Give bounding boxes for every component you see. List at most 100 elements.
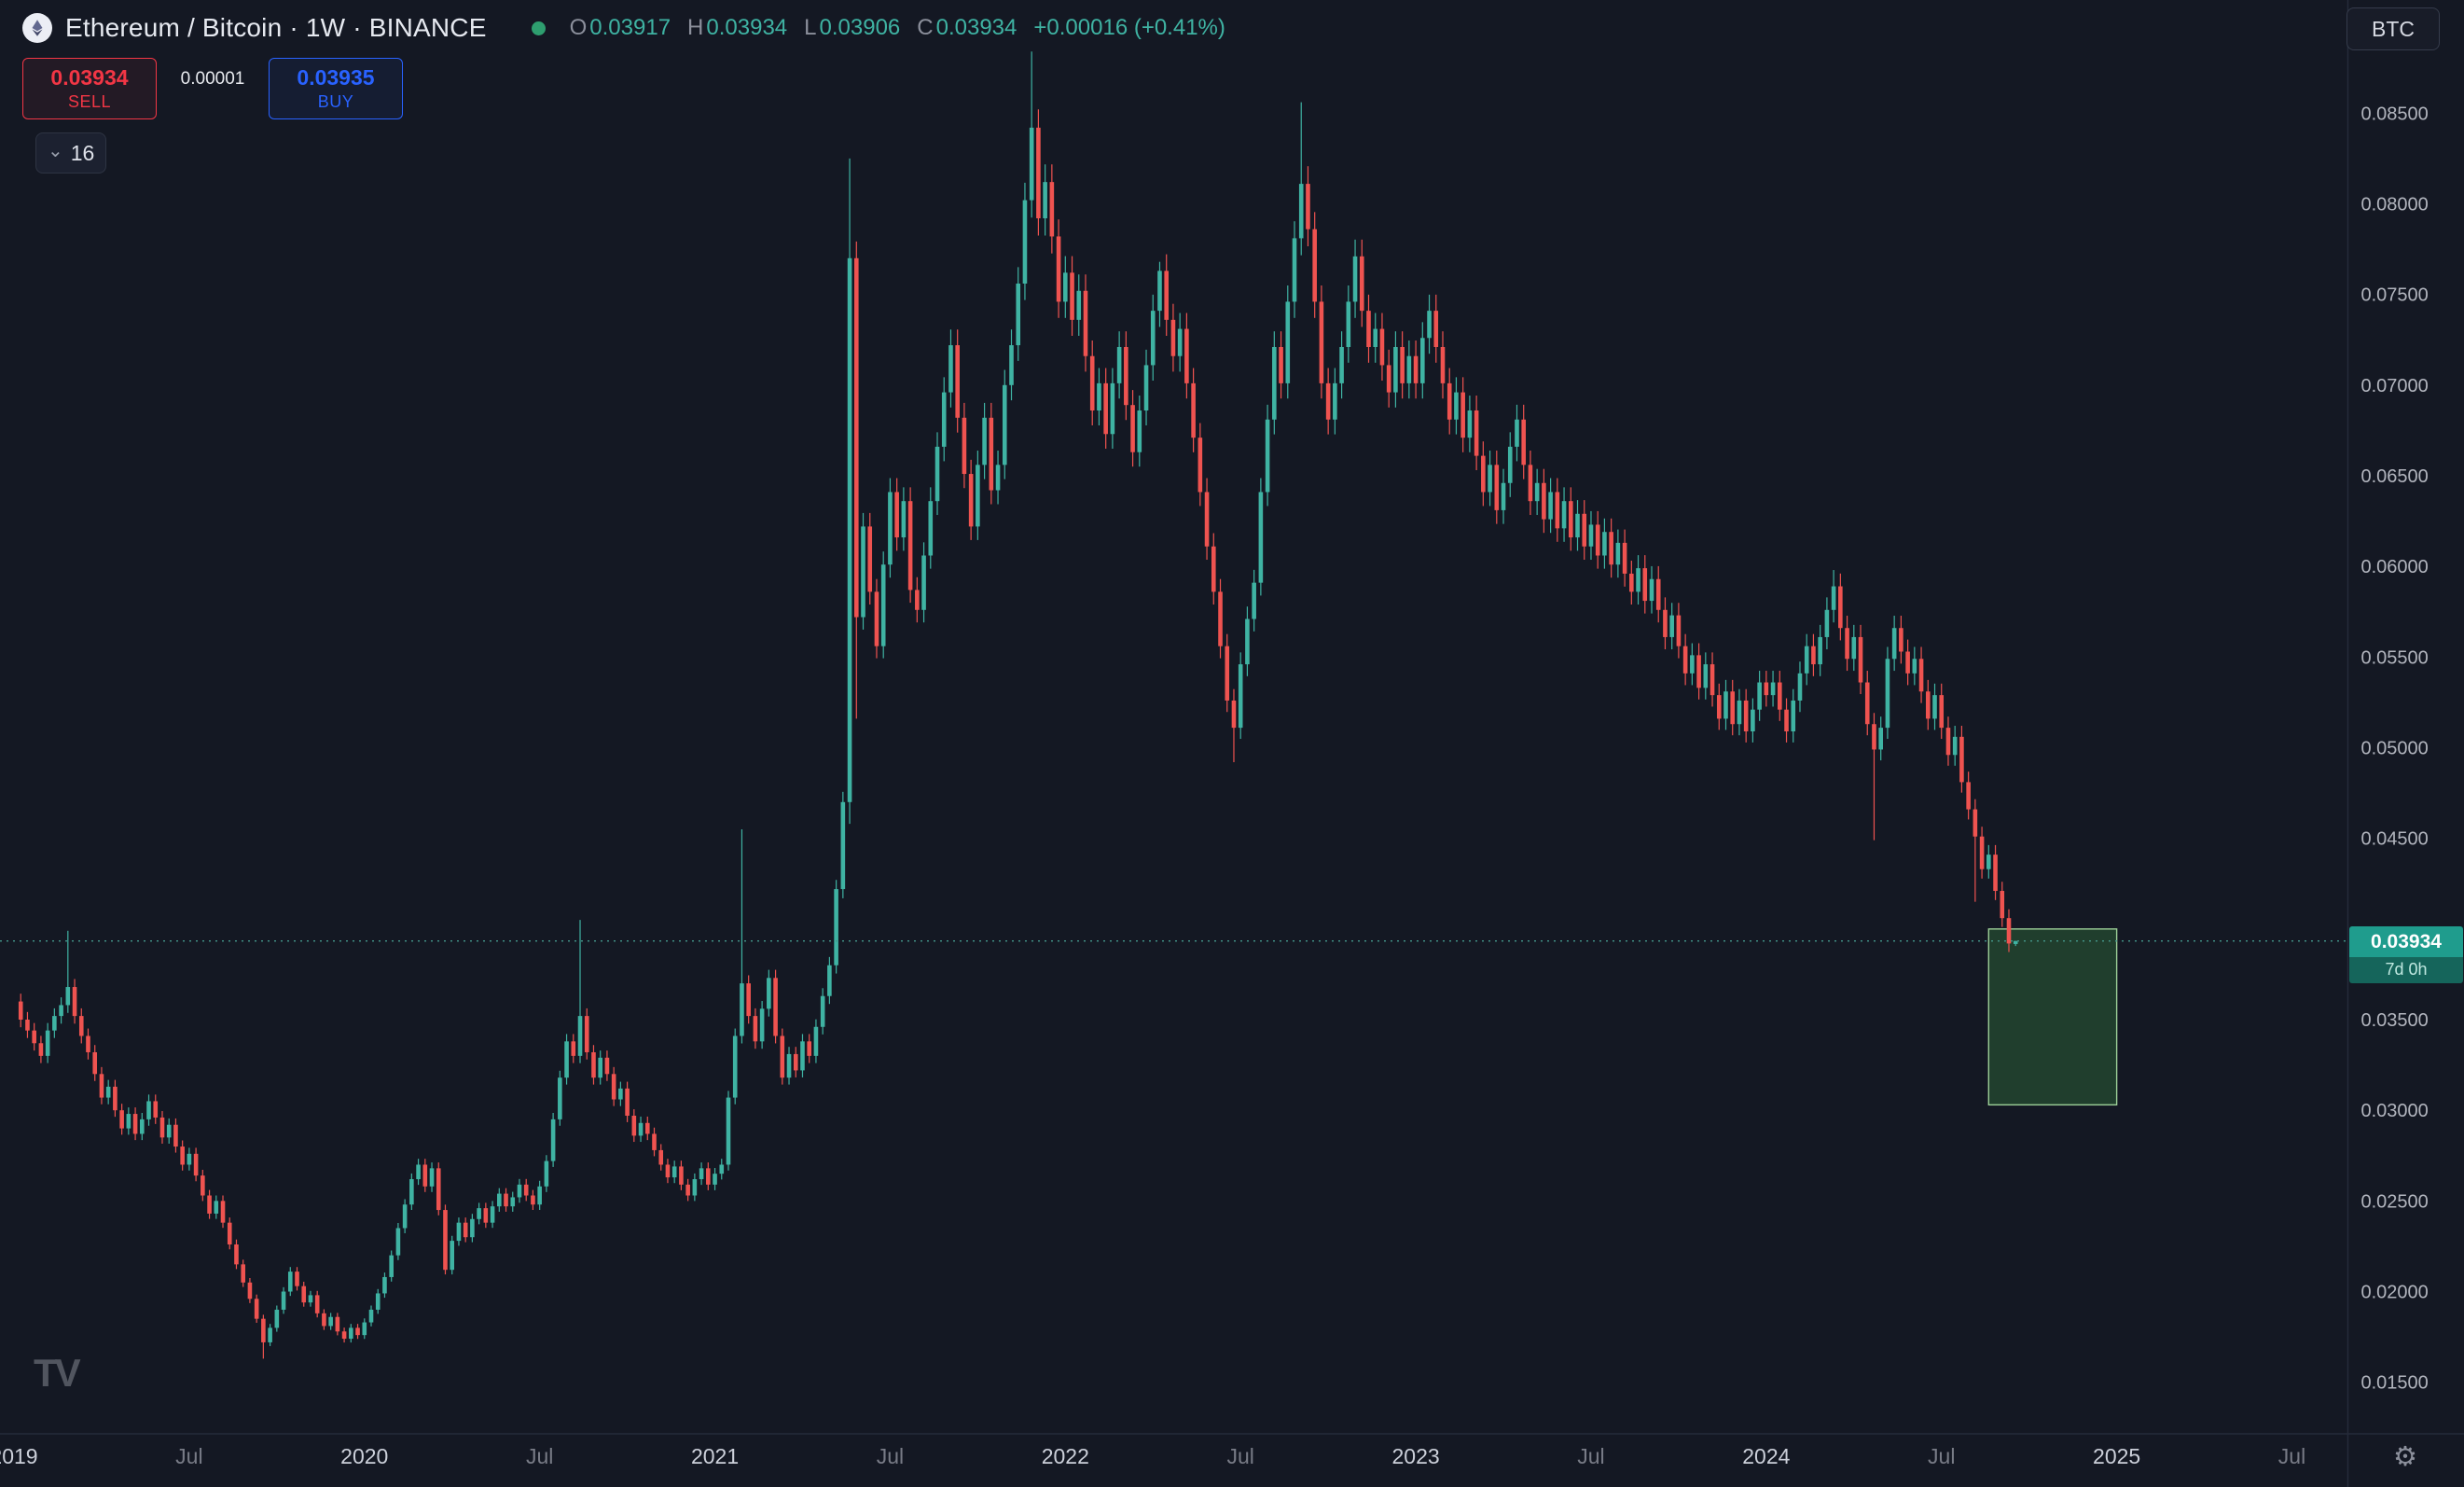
candle-body <box>355 1327 360 1336</box>
candle-body <box>1905 651 1910 674</box>
candle-body <box>1858 636 1863 683</box>
time-tick-label[interactable]: 2022 <box>1042 1444 1089 1468</box>
candle-body <box>1225 646 1230 701</box>
price-tick-label[interactable]: 0.08000 <box>2361 194 2429 215</box>
time-tick-label[interactable]: 2024 <box>1742 1444 1790 1468</box>
chevron-down-icon: ⌄ <box>48 141 63 161</box>
candle-body <box>1110 382 1115 435</box>
candle-body <box>1022 200 1028 284</box>
price-tick-label[interactable]: 0.07500 <box>2361 285 2429 306</box>
time-tick-label[interactable]: Jul <box>1928 1444 1955 1468</box>
candle-body <box>1252 582 1256 619</box>
time-tick-label[interactable]: 2021 <box>691 1444 739 1468</box>
candle-body <box>652 1133 657 1150</box>
candle-body <box>483 1208 489 1223</box>
candle-body <box>1191 382 1196 438</box>
candle-body <box>1124 346 1128 406</box>
candle-body <box>1137 410 1142 452</box>
price-tick-label[interactable]: 0.01500 <box>2361 1373 2429 1394</box>
candle-body <box>1993 855 1998 892</box>
low-value: 0.03906 <box>819 15 901 40</box>
candle-body <box>941 392 947 447</box>
candle-body <box>638 1122 644 1136</box>
candle-body <box>1507 446 1513 483</box>
price-tick-label[interactable]: 0.02500 <box>2361 1191 2429 1212</box>
candle-body <box>1319 301 1324 383</box>
price-tick-label[interactable]: 0.02000 <box>2361 1283 2429 1303</box>
candle-body <box>713 1174 717 1185</box>
candle-body <box>1521 419 1527 466</box>
candle-body <box>1912 659 1917 674</box>
price-tick-label[interactable]: 0.06500 <box>2361 466 2429 487</box>
symbol-title[interactable]: Ethereum / Bitcoin · 1W · BINANCE <box>65 13 487 42</box>
candle-body <box>335 1316 340 1332</box>
time-tick-label[interactable]: 2023 <box>1391 1444 1439 1468</box>
candle-body <box>227 1222 232 1244</box>
candle-countdown: 7d 0h <box>2349 956 2463 983</box>
price-tick-label[interactable]: 0.05500 <box>2361 647 2429 668</box>
time-tick-label[interactable]: Jul <box>1577 1444 1604 1468</box>
candle-body <box>1642 568 1648 602</box>
price-tick-label[interactable]: 0.05000 <box>2361 738 2429 758</box>
realtime-status-dot <box>531 21 546 35</box>
time-tick-label[interactable]: 2019 <box>0 1444 38 1468</box>
candle-body <box>86 1035 90 1052</box>
candle-body <box>1406 355 1412 383</box>
candle-count-dropdown[interactable]: ⌄ 16 <box>35 132 107 174</box>
candle-body <box>1669 615 1674 637</box>
candle-body <box>1339 346 1344 383</box>
candle-body <box>523 1184 529 1196</box>
tradingview-logo[interactable]: TV <box>34 1351 81 1395</box>
price-tick-label[interactable]: 0.06000 <box>2361 557 2429 577</box>
candle-body <box>1831 586 1836 610</box>
sell-button[interactable]: 0.03934 SELL <box>22 58 157 119</box>
candle-body <box>2000 891 2005 919</box>
price-tick-label[interactable]: 0.03500 <box>2361 1010 2429 1031</box>
candle-body <box>732 1035 738 1098</box>
drawing-rectangle[interactable] <box>1987 928 2118 1106</box>
candle-body <box>261 1318 266 1342</box>
time-tick-label[interactable]: Jul <box>877 1444 904 1468</box>
candle-body <box>1784 709 1789 731</box>
candle-body <box>604 1057 610 1075</box>
candle-body <box>773 978 778 1036</box>
candle-body <box>1306 184 1310 229</box>
candle-body <box>1285 301 1291 383</box>
candle-body <box>1279 346 1283 383</box>
candle-body <box>450 1241 455 1271</box>
price-tick-label[interactable]: 0.07000 <box>2361 376 2429 396</box>
high-label: H <box>687 15 704 40</box>
candle-body <box>685 1184 690 1196</box>
ethereum-logo-icon <box>22 13 52 43</box>
price-tick-label[interactable]: 0.04500 <box>2361 829 2429 850</box>
candle-body <box>1083 290 1088 356</box>
candle-body <box>1130 405 1135 452</box>
candle-body <box>740 983 744 1036</box>
candle-body <box>38 1043 44 1056</box>
candle-body <box>1979 836 1985 869</box>
settings-gear-icon[interactable]: ⚙ <box>2393 1442 2417 1472</box>
price-tick-label[interactable]: 0.03000 <box>2361 1101 2429 1121</box>
candle-body <box>1366 311 1371 347</box>
candle-body <box>1845 628 1849 660</box>
candle-body <box>1016 283 1021 346</box>
time-tick-label[interactable]: Jul <box>1226 1444 1253 1468</box>
time-tick-label[interactable]: 2020 <box>340 1444 388 1468</box>
buy-button[interactable]: 0.03935 BUY <box>269 58 403 119</box>
time-tick-label[interactable]: Jul <box>526 1444 553 1468</box>
candle-body <box>888 492 893 565</box>
candle-body <box>1400 346 1405 383</box>
time-tick-label[interactable]: Jul <box>2278 1444 2305 1468</box>
buy-price: 0.03935 <box>297 65 375 90</box>
time-tick-label[interactable]: 2025 <box>2093 1444 2140 1468</box>
price-tick-label[interactable]: 0.08500 <box>2361 104 2429 124</box>
currency-toggle-button[interactable]: BTC <box>2346 7 2440 50</box>
candle-body <box>496 1193 502 1207</box>
candle-body <box>611 1074 616 1100</box>
time-tick-label[interactable]: Jul <box>175 1444 202 1468</box>
candle-body <box>746 983 751 1017</box>
candle-body <box>287 1272 293 1292</box>
candle-body <box>1177 328 1183 356</box>
candle-body <box>1973 809 1978 837</box>
